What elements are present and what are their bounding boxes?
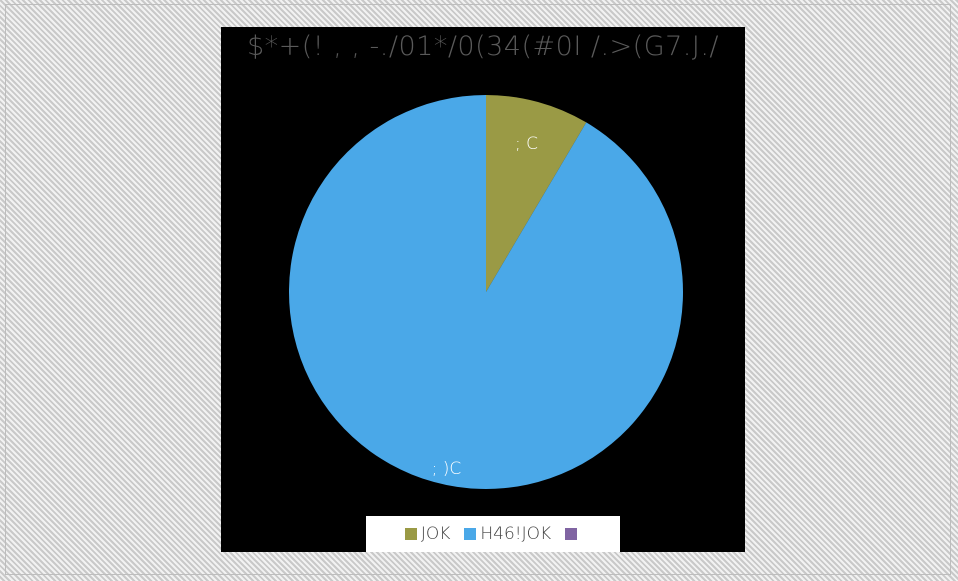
- chart-title: $*+(! , , -./01*/0(34(#0I /.>(G7.J./: [246, 31, 720, 62]
- chart-area-border: [5, 4, 951, 575]
- chart-legend: JOK H46!JOK: [366, 516, 620, 552]
- legend-swatch-2: [464, 528, 477, 540]
- legend-label-2: H46!JOK: [480, 524, 552, 544]
- pie-chart: $*+(! , , -./01*/0(34(#0I /.>(G7.J./ ; C…: [221, 27, 745, 552]
- legend-swatch-3: [565, 528, 578, 540]
- slice-data-label-2: ; )C: [432, 459, 462, 479]
- legend-swatch-1: [404, 528, 417, 540]
- legend-entry-1: JOK: [404, 524, 451, 544]
- slice-data-label-1: ; C: [515, 134, 538, 154]
- legend-label-1: JOK: [420, 524, 451, 544]
- pie-plot: ; C ; )C: [288, 95, 683, 489]
- pie-slice-1: [486, 95, 587, 292]
- legend-entry-3: [565, 528, 581, 540]
- pie-slice-2: [288, 95, 683, 489]
- legend-entry-2: H46!JOK: [464, 524, 551, 544]
